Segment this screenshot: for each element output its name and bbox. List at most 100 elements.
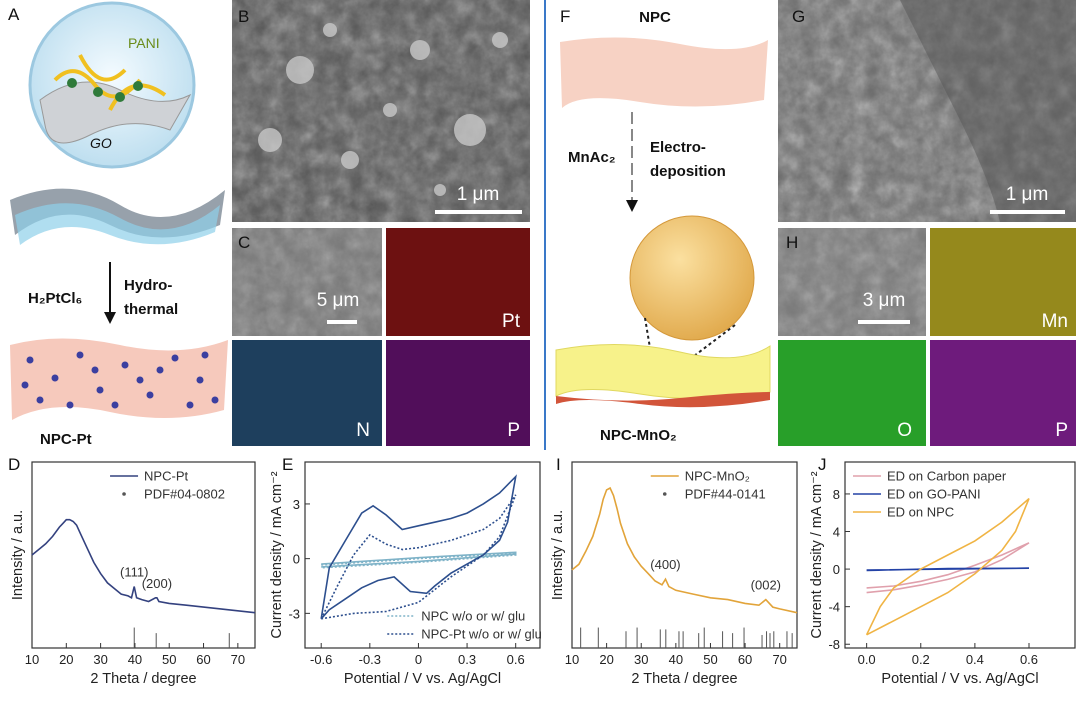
scale-label: 5 μm [317,290,360,311]
label: MnAc₂ [568,149,616,166]
label: Hydro- [124,277,172,294]
sem-image-g: 1 μm [778,0,1076,222]
element-label: Pt [502,311,521,332]
y-axis-label: Intensity / a.u. [550,510,566,600]
scale-label: 3 μm [863,290,906,311]
element-label: P [507,420,520,441]
legend-label: PDF#44-0141 [685,487,766,502]
y-tick-label: 0 [293,552,300,567]
legend-label: PDF#04-0802 [144,487,225,502]
map-h: 3 μm Mn O P [778,228,1076,446]
panel-letter: D [8,455,20,474]
annotation: (200) [142,576,172,591]
series-line [320,474,517,620]
annotation: (002) [751,578,781,593]
annotation: (400) [650,557,680,572]
x-tick-label: 20 [599,652,613,667]
label: H₂PtCl₆ [28,290,82,307]
panel-letter: H [786,233,798,252]
label: PANI [128,35,160,51]
sem-image-b: 1 μm [232,0,530,222]
panel-letter: C [238,233,250,252]
label: deposition [650,163,726,180]
plot-frame [571,461,798,649]
y-tick-label: -8 [828,637,840,652]
label: thermal [124,301,178,318]
panel-letter: J [818,455,827,474]
y-axis-label: Current density / mA cm⁻² [809,471,825,638]
y-tick-label: 8 [833,487,840,502]
x-axis-label: 2 Theta / degree [90,671,196,687]
x-tick-label: 0.4 [966,652,984,667]
x-tick-label: 30 [634,652,648,667]
x-tick-label: 0.6 [1020,652,1038,667]
x-tick-label: 10 [565,652,579,667]
x-tick-label: -0.6 [310,652,332,667]
chart: 0.0 0.2 0.4 0.6 -8 -4 0 4 8 Potential / V vs. Ag/… [809,461,1076,687]
x-axis-label: 2 Theta / degree [631,671,737,687]
y-tick-label: 0 [833,562,840,577]
legend-label: ED on NPC [887,505,954,520]
x-tick-label: 0.6 [507,652,525,667]
series-line [321,551,517,568]
y-tick-label: 3 [293,497,300,512]
panel-letter: E [282,455,293,474]
x-tick-label: 20 [59,652,73,667]
panel-letter: I [556,455,561,474]
label: NPC-Pt [40,431,92,448]
x-tick-label: -0.3 [359,652,381,667]
x-tick-label: 50 [703,652,717,667]
series-line [321,552,517,569]
legend-marker [662,492,667,496]
x-axis-label: Potential / V vs. Ag/AgCl [344,671,501,687]
x-tick-label: 40 [669,652,683,667]
panel-letter: G [792,7,805,26]
panel-letter: F [560,7,570,26]
chart: 10 20 30 40 50 60 70 2 Theta / degree Intensity … [550,461,798,687]
legend-label: NPC w/o or w/ glu [421,609,525,624]
chart: -0.6 -0.3 0 0.3 0.6 -3 0 3 Potential / V vs. Ag/… [269,461,542,687]
plot-frame [304,461,541,649]
series-line [865,497,1030,636]
panel-letter: A [8,5,20,24]
series-line [866,542,1030,594]
scheme-a: PANI GO H₂PtCl₆ Hydro- thermal NPC-Pt [10,1,228,448]
element-label: N [356,420,370,441]
element-label: Mn [1042,311,1068,332]
label: Electro- [650,139,706,156]
scale-label: 1 μm [457,184,500,205]
series-line [320,494,517,620]
label: GO [90,135,112,151]
label: NPC [639,9,671,26]
x-tick-label: 10 [25,652,39,667]
legend-marker [122,492,126,496]
x-tick-label: 0.2 [912,652,930,667]
legend-label: NPC-Pt [144,469,188,484]
legend-label: ED on GO-PANI [887,487,981,502]
legend-label: ED on Carbon paper [887,469,1007,484]
x-tick-label: 50 [162,652,176,667]
map-c: 5 μm Pt N P [232,228,530,446]
label: NPC-MnO₂ [600,427,677,444]
plot-frame [31,461,256,649]
x-tick-label: 30 [93,652,107,667]
legend-label: NPC-Pt w/o or w/ glu [421,627,542,642]
annotation: (111) [120,565,148,580]
x-tick-label: 0.0 [858,652,876,667]
element-label: P [1055,420,1068,441]
x-axis-label: Potential / V vs. Ag/AgCl [881,671,1038,687]
x-tick-label: 70 [772,652,786,667]
scheme-f: NPC MnAc₂ Electro- deposition NPC-MnO₂ [555,9,771,444]
series-line [866,567,1030,572]
y-tick-label: -3 [288,606,300,621]
plot-frame [844,461,1076,649]
panel-letter: B [238,7,249,26]
y-tick-label: 4 [833,525,840,540]
y-axis-label: Intensity / a.u. [10,510,26,600]
x-tick-label: 60 [738,652,752,667]
x-tick-label: 70 [231,652,245,667]
x-tick-label: 0.3 [458,652,476,667]
y-axis-label: Current density / mA cm⁻² [269,471,285,638]
series-line [571,486,798,614]
